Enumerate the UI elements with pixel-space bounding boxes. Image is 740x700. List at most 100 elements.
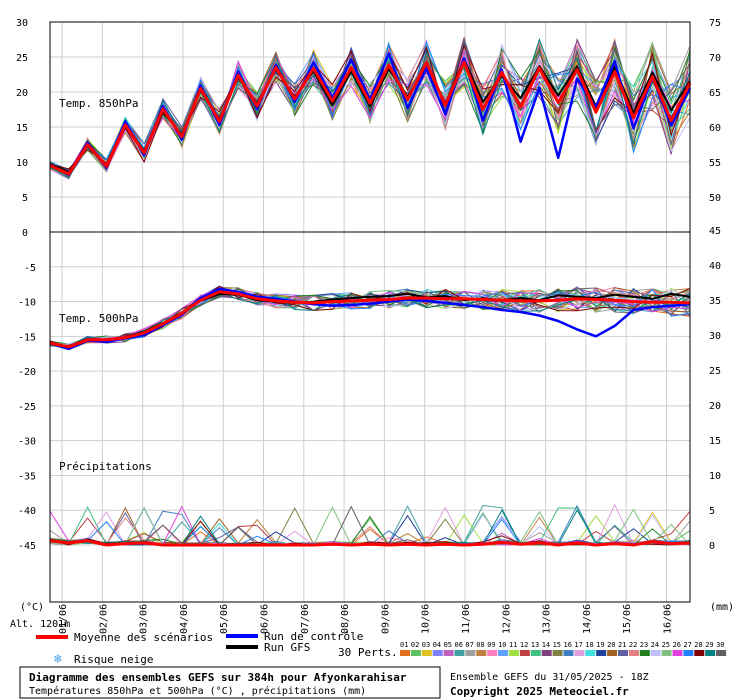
pert-swatch xyxy=(400,650,410,656)
pert-swatch xyxy=(498,650,509,656)
legend-gfs-label: Run GFS xyxy=(264,641,310,654)
pert-number: 18 xyxy=(585,641,593,649)
pert-number: 11 xyxy=(509,641,517,649)
panel-label-precip: Précipitations xyxy=(59,460,152,473)
x-tick-label: 06/06 xyxy=(260,604,271,634)
panel-label-500: Temp. 500hPa xyxy=(59,312,138,325)
y-tick-500: -35 xyxy=(18,471,36,482)
pert-swatch xyxy=(716,650,727,656)
pert-number: 05 xyxy=(444,641,452,649)
series-line-mean xyxy=(49,539,691,547)
legend-mean-label: Moyenne des scénarios xyxy=(74,631,213,644)
right-tick-500: 25 xyxy=(709,366,721,377)
x-tick-label: 03/06 xyxy=(139,604,150,634)
footer-run: Ensemble GEFS du 31/05/2025 - 18Z xyxy=(450,672,649,683)
x-tick-label: 07/06 xyxy=(300,604,311,634)
pert-number: 29 xyxy=(705,641,713,649)
pert-swatch xyxy=(672,650,683,656)
y-tick-500: -10 xyxy=(18,298,36,309)
pert-swatch xyxy=(661,650,672,656)
y-tick-500: -40 xyxy=(18,506,36,517)
legend: Moyenne des scénarios Run de contrôle Ru… xyxy=(36,630,727,667)
right-tick-850: 75 xyxy=(709,18,721,29)
pert-number: 24 xyxy=(651,641,659,649)
x-tick-label: 05/06 xyxy=(219,604,230,634)
pert-swatch xyxy=(465,650,476,656)
snowflake-icon: ❄ xyxy=(53,652,62,667)
x-tick-label: 12/06 xyxy=(501,604,512,634)
legend-perts-label: 30 Perts. xyxy=(338,646,398,659)
x-tick-label: 02/06 xyxy=(98,604,109,634)
footer-title: Diagramme des ensembles GEFS sur 384h po… xyxy=(29,671,407,684)
pert-swatch xyxy=(639,650,650,656)
pert-swatch xyxy=(628,650,639,656)
right-tick-500: 45 xyxy=(709,226,721,237)
pert-swatch xyxy=(618,650,628,656)
pert-swatch xyxy=(705,650,716,656)
right-tick-500: 15 xyxy=(709,436,721,447)
right-tick-850: 70 xyxy=(709,53,721,64)
series-line-mean xyxy=(49,290,691,349)
panel-label-850: Temp. 850hPa xyxy=(59,97,138,110)
x-tick-label: 08/06 xyxy=(340,604,351,634)
pert-number: 13 xyxy=(531,641,539,649)
pert-number: 02 xyxy=(411,641,419,649)
pert-legend: 01 02 03 04 05 06 07 08 09 10 11 12 13 14 15 16 17 18 19 20… xyxy=(400,641,727,656)
series-line-mean xyxy=(49,60,692,176)
pert-swatch xyxy=(607,650,618,656)
pert-swatch xyxy=(487,650,498,656)
pert-number: 09 xyxy=(487,641,495,649)
right-tick-500: 20 xyxy=(709,401,721,412)
x-tick-label: 16/06 xyxy=(663,604,674,634)
y-tick-850: 5 xyxy=(22,193,28,204)
right-unit-label: (mm) xyxy=(710,602,734,613)
x-tick-label: 10/06 xyxy=(421,604,432,634)
x-tick-label: 13/06 xyxy=(542,604,553,634)
x-tick-label: 15/06 xyxy=(622,604,633,634)
pert-number: 21 xyxy=(618,641,626,649)
pert-number: 20 xyxy=(607,641,615,649)
pert-swatch xyxy=(541,650,552,656)
pert-swatch xyxy=(519,650,530,656)
footer-copyright: Copyright 2025 Meteociel.fr xyxy=(450,685,629,698)
right-tick-850: 50 xyxy=(709,193,721,204)
right-tick-500: 35 xyxy=(709,296,721,307)
pert-number: 15 xyxy=(553,641,561,649)
pert-swatch xyxy=(509,650,519,656)
x-tick-label: 14/06 xyxy=(582,604,593,634)
right-tick-500: 40 xyxy=(709,261,721,272)
pert-number: 28 xyxy=(694,641,702,649)
pert-number: 12 xyxy=(520,641,528,649)
pert-swatch xyxy=(585,650,596,656)
x-tick-label: 09/06 xyxy=(380,604,391,634)
pert-number: 16 xyxy=(564,641,572,649)
pert-swatch xyxy=(552,650,563,656)
pert-number: 14 xyxy=(542,641,550,649)
pert-number: 19 xyxy=(596,641,604,649)
pert-swatch xyxy=(410,650,421,656)
right-tick-500: 0 xyxy=(709,541,715,552)
y-tick-850: 20 xyxy=(16,88,28,99)
pert-number: 08 xyxy=(476,641,484,649)
pert-number: 27 xyxy=(683,641,691,649)
pert-number: 01 xyxy=(400,641,408,649)
footer-box xyxy=(19,666,441,699)
pert-line-500 xyxy=(49,288,691,345)
y-tick-850: 15 xyxy=(16,123,28,134)
pert-number: 06 xyxy=(455,641,463,649)
plot-frame xyxy=(49,21,691,603)
y-tick-850: 25 xyxy=(16,53,28,64)
right-tick-500: 5 xyxy=(709,506,715,517)
pert-swatch xyxy=(530,650,541,656)
pert-swatch xyxy=(563,650,574,656)
x-tick-label: 11/06 xyxy=(461,604,472,634)
right-tick-500: 10 xyxy=(709,471,721,482)
y-tick-850: 10 xyxy=(16,158,28,169)
y-tick-500: -25 xyxy=(18,402,36,413)
x-tick-label: 01/06 xyxy=(58,604,69,634)
legend-snow-label: Risque neige xyxy=(74,653,153,666)
pert-number: 26 xyxy=(673,641,681,649)
pert-swatch xyxy=(683,650,694,656)
y-tick-500: -20 xyxy=(18,367,36,378)
